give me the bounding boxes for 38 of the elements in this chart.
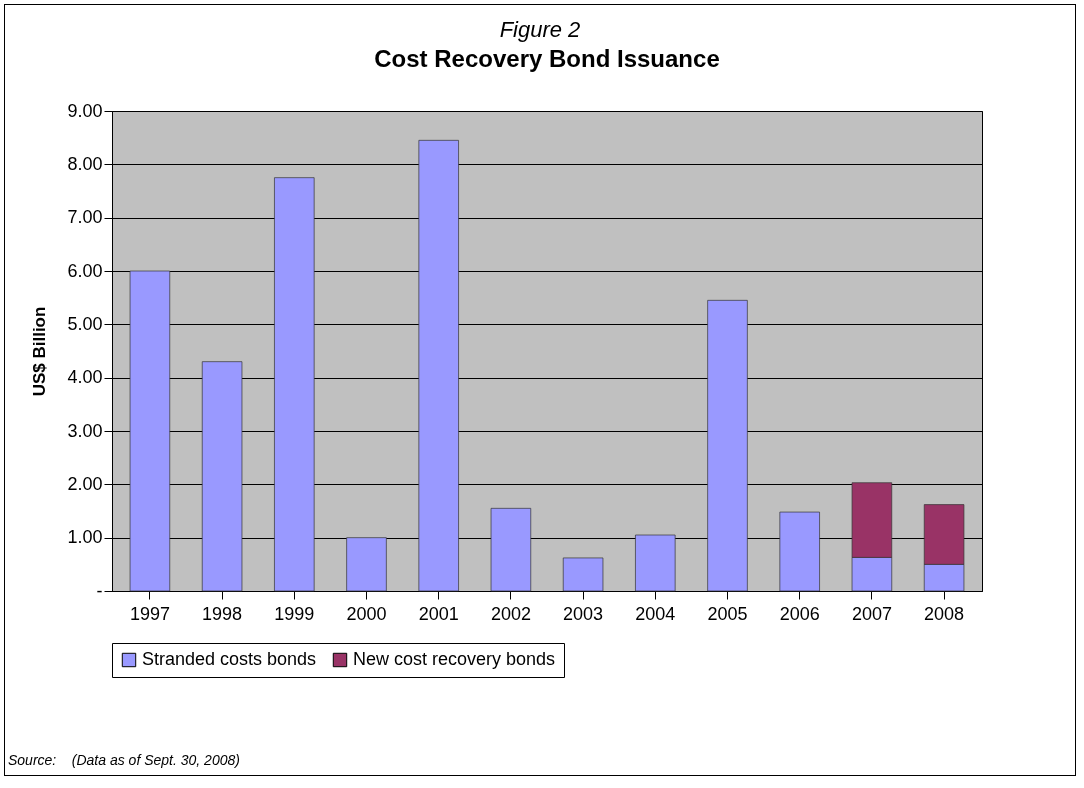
chart-subtitle: Figure 2 [498, 17, 582, 43]
y-tick-label: - [96, 580, 103, 601]
y-tick-label: 4.00 [67, 367, 103, 388]
x-tick-label: 2000 [346, 603, 387, 624]
bar [635, 534, 676, 592]
x-tick-label: 2006 [779, 603, 820, 624]
bar [490, 507, 532, 592]
legend-label: Stranded costs bonds [142, 649, 317, 669]
source-note: Source: (Data as of Sept. 30, 2008) [8, 752, 240, 768]
y-tick-label: 8.00 [67, 153, 103, 174]
y-tick-label: 7.00 [67, 207, 103, 228]
y-axis-title: US$ Billion [30, 306, 50, 397]
x-tick-label: 2005 [707, 603, 748, 624]
x-tick-label: 1997 [129, 603, 170, 624]
x-tick-label: 2004 [635, 603, 676, 624]
bar [418, 139, 459, 592]
x-tick-label: 1999 [274, 603, 315, 624]
bar [274, 177, 315, 592]
y-tick-label: 1.00 [67, 527, 103, 548]
x-tick-label: 2007 [851, 603, 892, 624]
y-tick-label: 6.00 [67, 260, 103, 281]
y-tick-label: 3.00 [67, 420, 103, 441]
bar [562, 557, 604, 592]
bar [129, 270, 171, 592]
y-tick-label: 5.00 [67, 313, 103, 334]
bar [201, 361, 243, 592]
bar [346, 537, 387, 592]
x-tick-label: 2003 [563, 603, 604, 624]
legend-label: New cost recovery bonds [353, 649, 556, 669]
bar [779, 511, 820, 592]
bar [707, 299, 748, 592]
y-tick-label: 2.00 [67, 473, 103, 494]
x-tick-label: 2008 [924, 603, 965, 624]
y-tick-label: 9.00 [67, 100, 103, 121]
x-tick-label: 1998 [202, 603, 243, 624]
chart-title: Cost Recovery Bond Issuance [374, 45, 720, 72]
x-tick-label: 2002 [490, 603, 531, 624]
x-tick-label: 2001 [418, 603, 459, 624]
